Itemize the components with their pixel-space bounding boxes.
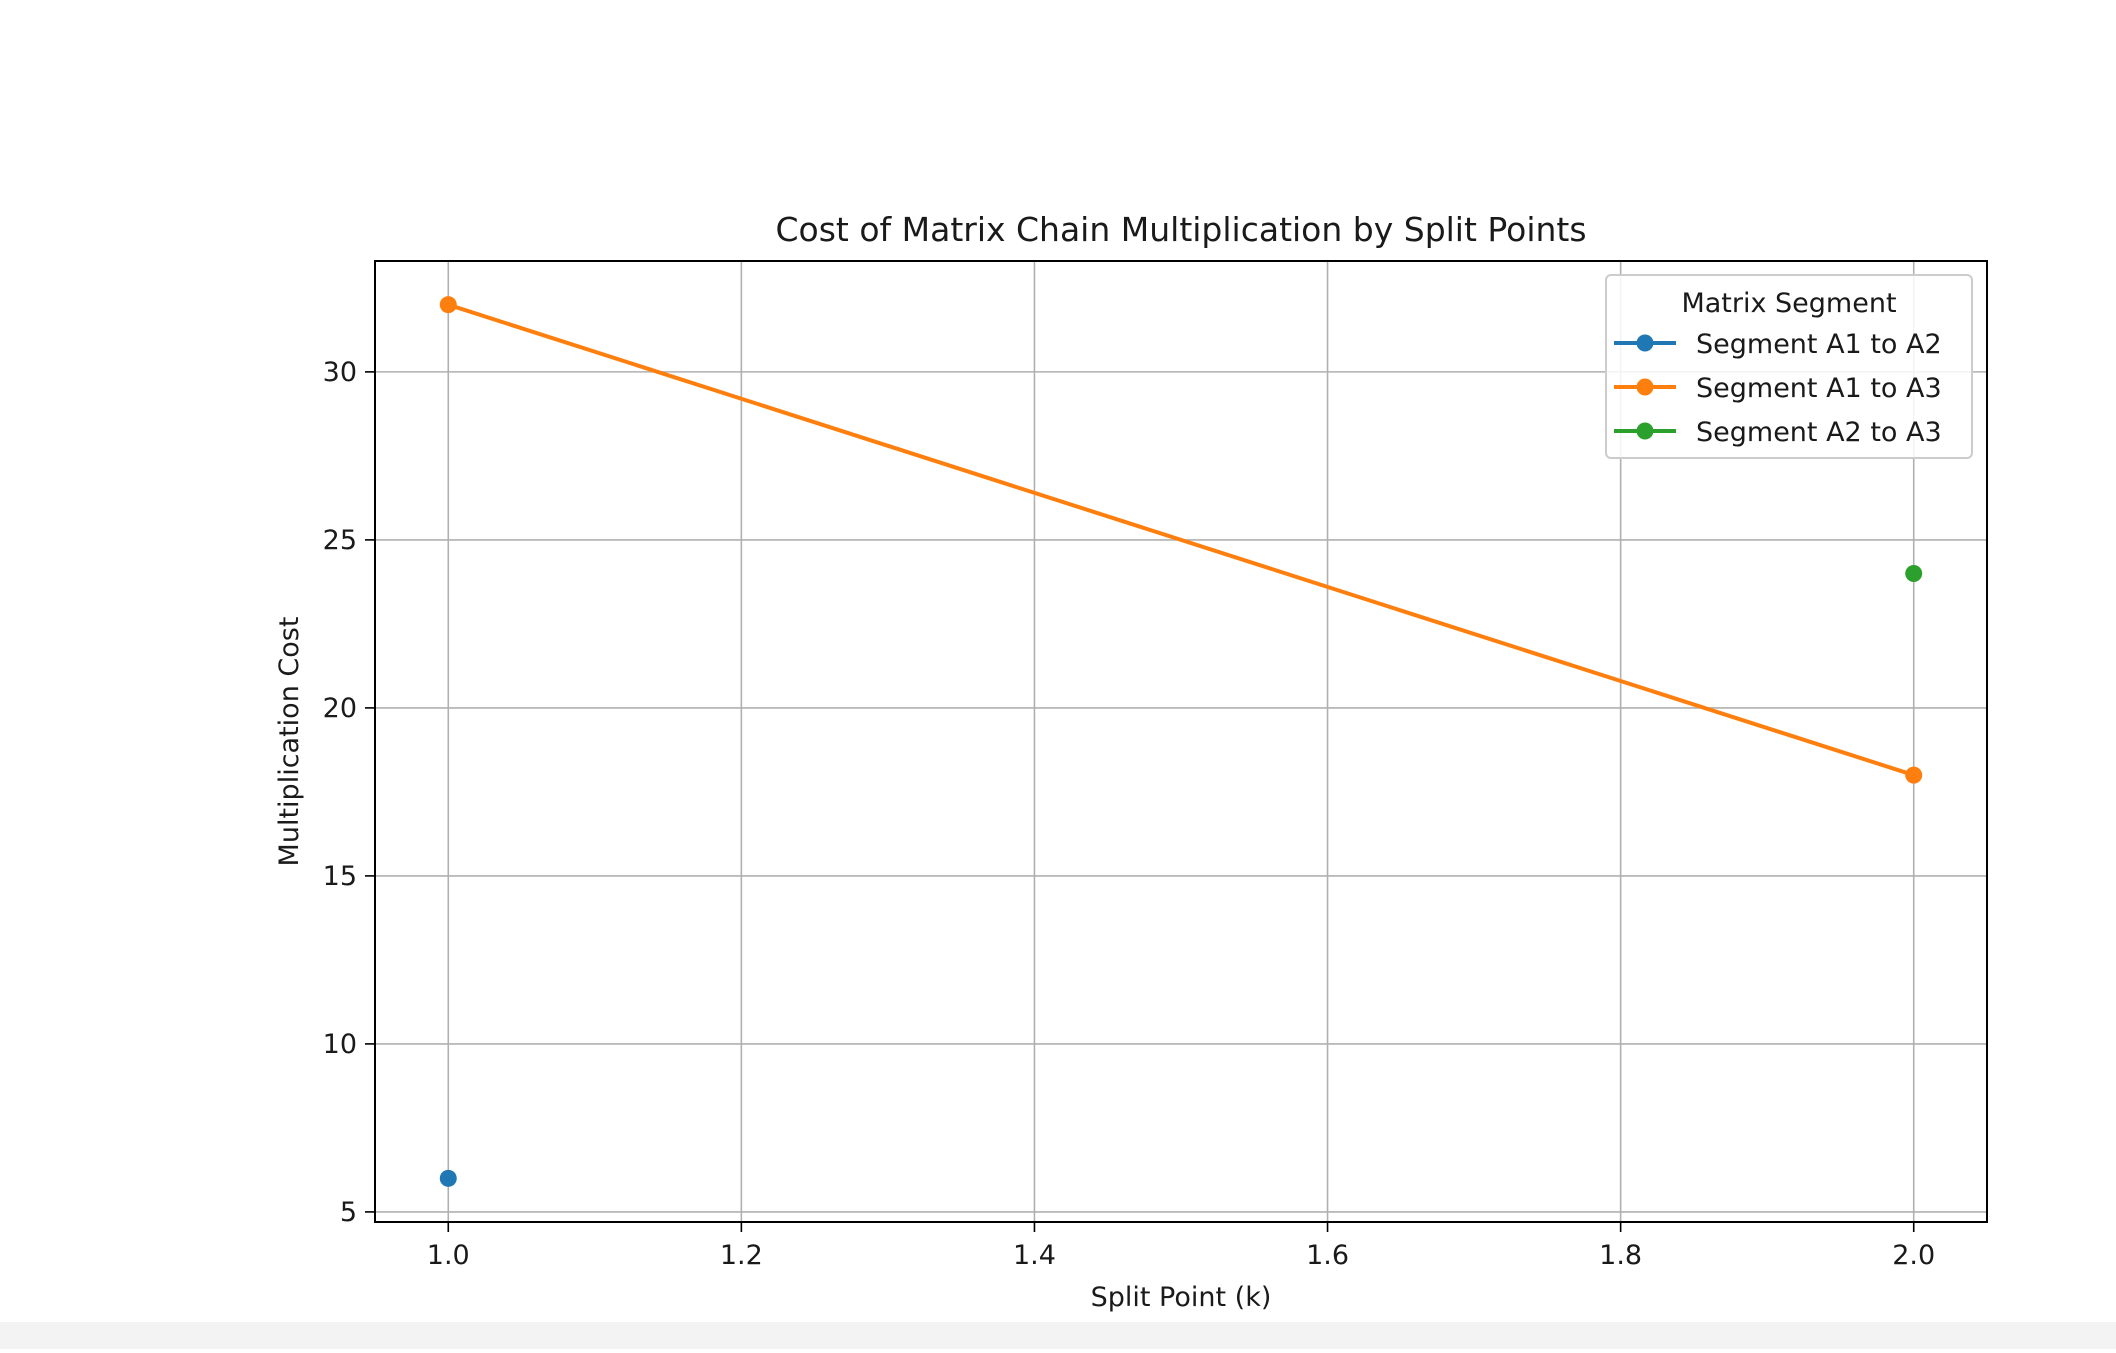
y-tick-label: 10 bbox=[323, 1029, 357, 1060]
plot-frame bbox=[374, 260, 1988, 1223]
legend-title: Matrix Segment bbox=[1681, 288, 1896, 319]
y-tick-label: 5 bbox=[340, 1197, 357, 1228]
series-layer bbox=[439, 296, 1923, 1187]
legend-box bbox=[1605, 274, 1973, 459]
x-tick-label: 1.6 bbox=[1306, 1240, 1349, 1271]
y-tick-label: 30 bbox=[323, 357, 357, 388]
bottom-strip bbox=[0, 1322, 2116, 1349]
data-point bbox=[439, 296, 457, 314]
x-tick-label: 1.2 bbox=[720, 1240, 763, 1271]
data-point bbox=[439, 1169, 457, 1187]
data-point bbox=[1905, 564, 1923, 582]
ticks-layer: 1.0 1.2 1.4 1.6 1.8 2.0 5 10 15 20 25 30 bbox=[323, 357, 1936, 1271]
legend-label: Segment A2 to A3 bbox=[1696, 417, 1942, 448]
y-axis-label: Multiplication Cost bbox=[274, 617, 305, 867]
series-1 bbox=[439, 1169, 457, 1187]
series-3 bbox=[1905, 564, 1923, 582]
legend-label: Segment A1 to A3 bbox=[1696, 373, 1942, 404]
legend-entry: Segment A2 to A3 bbox=[1614, 417, 1942, 448]
x-tick-label: 2.0 bbox=[1892, 1240, 1935, 1271]
x-tick-label: 1.0 bbox=[427, 1240, 470, 1271]
series-line bbox=[447, 302, 1915, 778]
legend-swatch-marker bbox=[1636, 334, 1654, 352]
chart-title: Cost of Matrix Chain Multiplication by S… bbox=[775, 210, 1586, 249]
x-axis-label: Split Point (k) bbox=[1091, 1282, 1272, 1313]
x-tick-label: 1.4 bbox=[1013, 1240, 1056, 1271]
legend-swatch-marker bbox=[1636, 378, 1654, 396]
legend-entry: Segment A1 to A2 bbox=[1614, 329, 1942, 360]
legend-label: Segment A1 to A2 bbox=[1696, 329, 1942, 360]
series-2 bbox=[439, 296, 1923, 784]
legend-entries: Segment A1 to A2 Segment A1 to A3 Segment … bbox=[1614, 329, 1942, 448]
data-point bbox=[1905, 766, 1923, 784]
legend-swatch-marker bbox=[1636, 422, 1654, 440]
x-tick-label: 1.8 bbox=[1599, 1240, 1642, 1271]
y-tick-label: 25 bbox=[323, 525, 357, 556]
y-tick-label: 15 bbox=[323, 861, 357, 892]
legend-entry: Segment A1 to A3 bbox=[1614, 373, 1942, 404]
y-tick-label: 20 bbox=[323, 693, 357, 724]
